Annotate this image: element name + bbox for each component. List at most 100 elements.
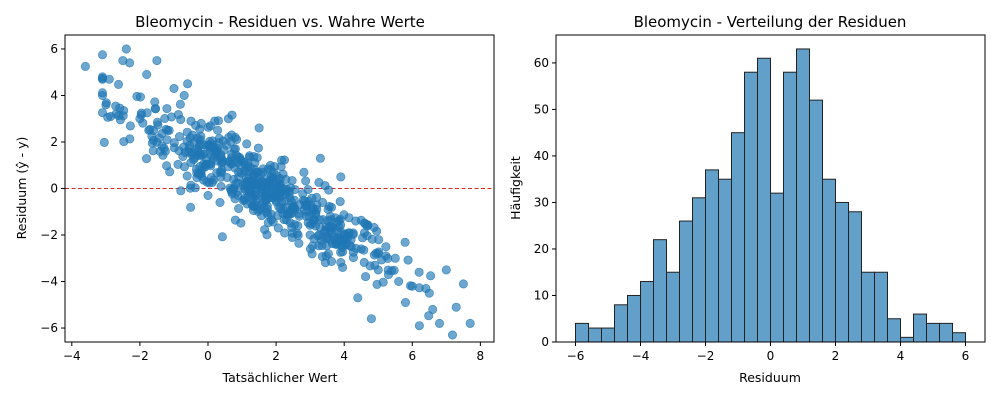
scatter-point bbox=[165, 167, 175, 177]
histogram-panel: Bleomycin - Verteilung der Residuen Resi… bbox=[508, 13, 986, 385]
scatter-point bbox=[233, 178, 243, 188]
histogram-bar bbox=[796, 48, 810, 343]
histogram-y-tick-label: 10 bbox=[534, 288, 549, 302]
scatter-y-tick-label: −4 bbox=[40, 275, 58, 289]
scatter-point bbox=[447, 330, 457, 340]
histogram-bar bbox=[783, 71, 797, 343]
scatter-point bbox=[287, 176, 297, 186]
scatter-point bbox=[176, 115, 186, 125]
histogram-x-tick-label: −4 bbox=[632, 349, 650, 363]
histogram-y-tick-label: 20 bbox=[534, 242, 549, 256]
histogram-bar bbox=[744, 71, 758, 343]
scatter-point bbox=[121, 44, 131, 54]
scatter-point bbox=[204, 178, 214, 188]
scatter-point bbox=[414, 267, 424, 277]
scatter-point bbox=[203, 122, 213, 132]
scatter-point bbox=[185, 140, 195, 150]
scatter-point bbox=[253, 143, 263, 153]
scatter-point bbox=[273, 223, 283, 233]
scatter-point bbox=[312, 192, 322, 202]
scatter-point bbox=[240, 195, 250, 205]
scatter-point bbox=[152, 117, 162, 127]
scatter-point bbox=[227, 187, 237, 197]
scatter-point bbox=[400, 297, 410, 307]
scatter-point bbox=[196, 169, 206, 179]
scatter-point bbox=[213, 125, 223, 135]
scatter-point bbox=[299, 167, 309, 177]
scatter-point bbox=[294, 209, 304, 219]
scatter-point bbox=[118, 111, 128, 121]
scatter-point bbox=[366, 314, 376, 324]
scatter-point bbox=[196, 131, 206, 141]
scatter-point bbox=[111, 101, 121, 111]
scatter-point bbox=[424, 311, 434, 321]
scatter-point bbox=[353, 293, 363, 303]
scatter-point bbox=[329, 233, 339, 243]
scatter-point bbox=[217, 232, 227, 242]
scatter-point bbox=[215, 198, 225, 208]
scatter-point bbox=[254, 123, 264, 133]
histogram-bar bbox=[757, 57, 771, 343]
scatter-point bbox=[434, 318, 444, 328]
scatter-point bbox=[179, 91, 189, 101]
scatter-panel: Bleomycin - Residuen vs. Wahre Werte Tat… bbox=[14, 13, 495, 385]
scatter-point bbox=[136, 92, 146, 102]
histogram-bar bbox=[731, 132, 745, 343]
scatter-point bbox=[217, 158, 227, 168]
scatter-point bbox=[189, 155, 199, 165]
scatter-y-axis-label: Residuum (ŷ - y) bbox=[14, 137, 29, 240]
histogram-y-tick-label: 0 bbox=[541, 335, 549, 349]
scatter-point bbox=[214, 134, 224, 144]
scatter-point bbox=[230, 215, 240, 225]
scatter-point bbox=[249, 152, 259, 162]
scatter-point bbox=[213, 116, 223, 126]
histogram-bar bbox=[653, 239, 667, 343]
scatter-point bbox=[138, 118, 148, 128]
histogram-x-ticks: −6 −4 −2 0 2 4 6 bbox=[567, 342, 969, 363]
scatter-point bbox=[280, 196, 290, 206]
scatter-point bbox=[164, 125, 174, 135]
scatter-point bbox=[348, 230, 358, 240]
scatter-point bbox=[424, 288, 434, 298]
histogram-bar bbox=[718, 178, 732, 343]
scatter-point bbox=[381, 242, 391, 252]
scatter-point bbox=[301, 176, 311, 186]
histogram-bar bbox=[926, 322, 940, 343]
histogram-y-tick-label: 60 bbox=[534, 56, 549, 70]
histogram-bar bbox=[952, 332, 966, 343]
scatter-x-ticks: −4 −2 0 2 4 6 8 bbox=[63, 342, 484, 363]
scatter-x-tick-label: −4 bbox=[63, 349, 81, 363]
histogram-bar bbox=[588, 327, 602, 343]
scatter-point bbox=[191, 121, 201, 131]
scatter-point bbox=[167, 112, 177, 122]
scatter-point bbox=[278, 204, 288, 214]
scatter-point bbox=[258, 164, 268, 174]
scatter-point bbox=[287, 233, 297, 243]
histogram-x-tick-label: 0 bbox=[767, 349, 775, 363]
histogram-y-tick-label: 40 bbox=[534, 149, 549, 163]
scatter-point bbox=[339, 210, 349, 220]
scatter-axes-frame bbox=[64, 34, 495, 343]
histogram-bar bbox=[705, 169, 719, 343]
scatter-point bbox=[162, 104, 172, 114]
scatter-point bbox=[227, 110, 237, 120]
histogram-y-axis-label: Häufigkeit bbox=[508, 156, 523, 220]
scatter-point bbox=[308, 203, 318, 213]
scatter-point bbox=[125, 121, 135, 131]
scatter-point bbox=[250, 199, 260, 209]
scatter-point bbox=[299, 196, 309, 206]
scatter-point bbox=[319, 227, 329, 237]
scatter-point bbox=[98, 74, 108, 84]
scatter-point bbox=[119, 137, 129, 147]
histogram-bar bbox=[666, 271, 680, 343]
scatter-x-tick-label: 0 bbox=[204, 349, 212, 363]
scatter-point bbox=[216, 182, 226, 192]
scatter-x-tick-label: −2 bbox=[131, 349, 149, 363]
scatter-point bbox=[234, 167, 244, 177]
scatter-point bbox=[262, 230, 272, 240]
scatter-point bbox=[315, 153, 325, 163]
scatter-point bbox=[142, 70, 152, 80]
scatter-point bbox=[357, 233, 367, 243]
scatter-y-tick-label: 0 bbox=[50, 182, 58, 196]
